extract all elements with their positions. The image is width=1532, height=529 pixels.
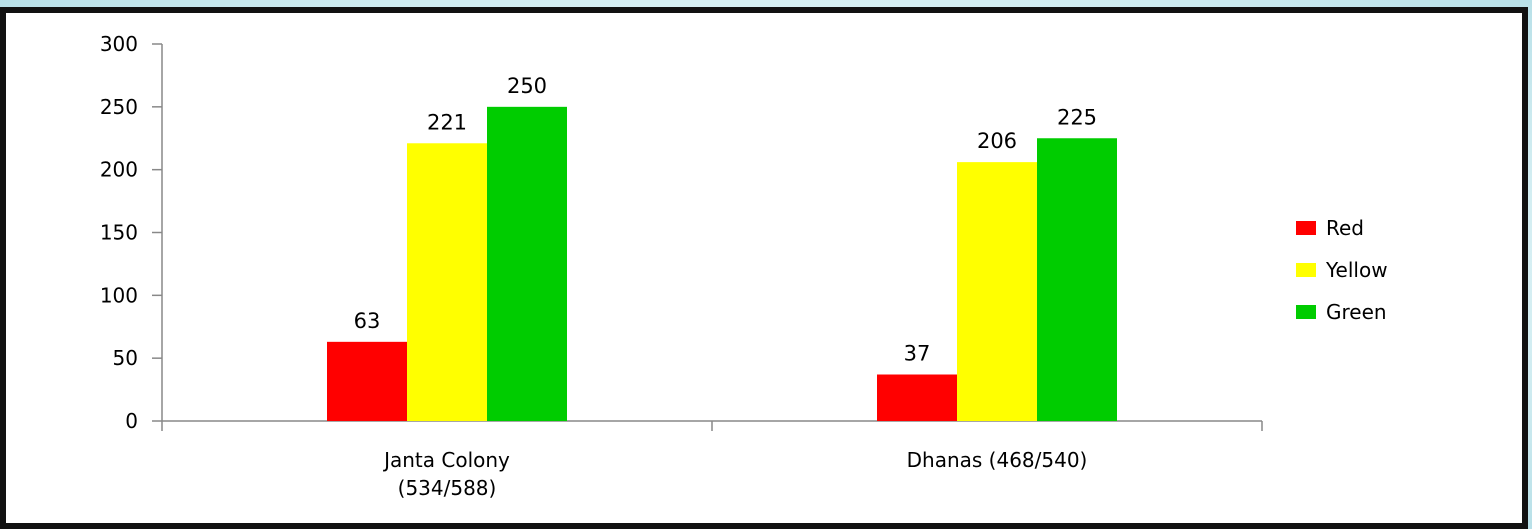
data-labels: 63 221 250 37 206 225 <box>354 74 1097 366</box>
bar-yellow <box>957 162 1037 422</box>
legend-swatch-red <box>1296 221 1316 235</box>
y-tick-label: 0 <box>125 409 138 433</box>
y-tick-label: 300 <box>100 32 138 56</box>
x-category-label: Dhanas (468/540) <box>907 448 1088 472</box>
legend-swatch-green <box>1296 305 1316 319</box>
bar-green <box>1037 138 1117 421</box>
data-label: 206 <box>977 129 1017 153</box>
data-label: 221 <box>427 110 467 134</box>
y-tick-label: 50 <box>113 346 138 370</box>
data-label: 37 <box>904 342 931 366</box>
x-category-label: Janta Colony <box>382 448 510 472</box>
data-label: 63 <box>354 309 381 333</box>
legend-label: Yellow <box>1325 258 1388 282</box>
y-tick-label: 100 <box>100 283 138 307</box>
y-tick-label: 250 <box>100 95 138 119</box>
bar-red <box>327 341 407 421</box>
chart-frame <box>0 7 1528 529</box>
y-tick-label: 150 <box>100 221 138 245</box>
data-label: 250 <box>507 74 547 98</box>
legend-swatch-yellow <box>1296 263 1316 277</box>
bar-yellow <box>407 143 487 421</box>
bar-red <box>877 374 957 421</box>
legend-label: Green <box>1326 300 1387 324</box>
x-category-label: (534/588) <box>398 476 497 500</box>
legend: Red Yellow Green <box>1296 216 1388 324</box>
data-label: 225 <box>1057 105 1097 129</box>
bar-green <box>487 106 567 421</box>
legend-label: Red <box>1326 216 1364 240</box>
axes: 0 50 100 150 200 250 300 Janta Colony (534/588) D… <box>100 32 1263 500</box>
bars <box>327 106 1117 422</box>
y-tick-label: 200 <box>100 158 138 182</box>
